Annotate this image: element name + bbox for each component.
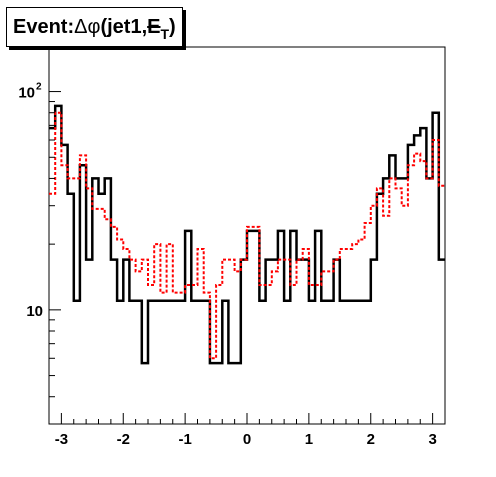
x-tick-label: 0 — [243, 431, 251, 448]
title-met-sub: T — [160, 26, 170, 42]
y-tick-exponent: 2 — [36, 82, 42, 93]
chart-title: Event: Δ φ (jet1, E T ) — [6, 7, 183, 47]
title-prefix: Event: — [13, 15, 75, 38]
x-tick-label: -3 — [55, 431, 68, 448]
x-tick-label: -2 — [117, 431, 130, 448]
y-tick-label: 10 — [18, 85, 35, 102]
x-tick-label: 3 — [428, 431, 436, 448]
series-line-dashed — [49, 111, 445, 360]
title-args: (jet1, — [100, 15, 148, 38]
x-tick-label: -1 — [178, 431, 191, 448]
x-tick-label: 1 — [305, 431, 313, 448]
title-delta: Δ — [74, 15, 88, 38]
title-met: E — [147, 15, 161, 38]
y-tick-label: 10 — [26, 303, 43, 320]
title-close: ) — [169, 15, 176, 38]
title-phi: φ — [87, 15, 101, 38]
series-dashed — [49, 111, 445, 360]
x-tick-label: 2 — [367, 431, 375, 448]
series-layer — [49, 104, 445, 365]
